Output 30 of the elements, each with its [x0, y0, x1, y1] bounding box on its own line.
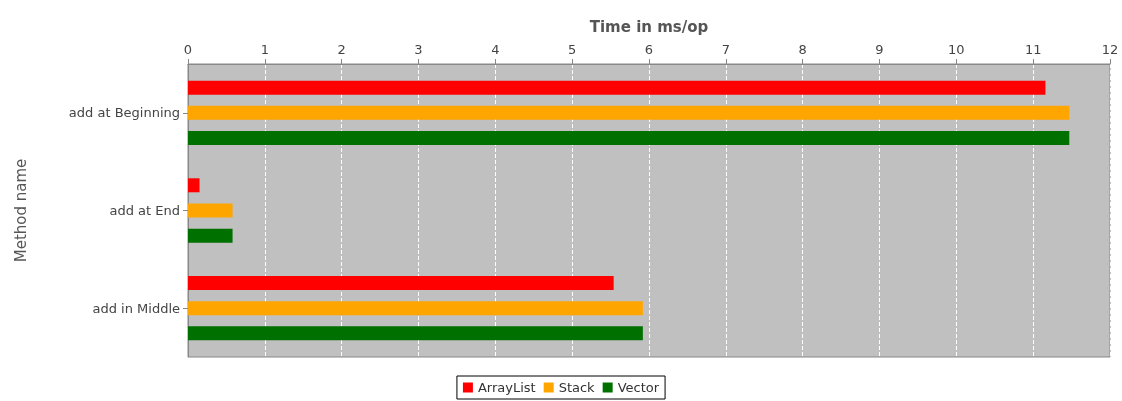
legend-label: ArrayList [477, 380, 536, 395]
x-tick-label: 2 [337, 42, 346, 57]
x-tick-label: 1 [260, 42, 269, 57]
x-tick-label: 7 [721, 42, 730, 57]
bar [188, 131, 1070, 146]
bar [188, 203, 233, 218]
bar [188, 326, 643, 341]
x-axis-title: Time in ms/op [589, 17, 709, 36]
x-tick-label: 10 [948, 42, 965, 57]
x-tick-label: 6 [644, 42, 654, 57]
y-tick-label: add at Beginning [68, 105, 180, 121]
legend-label: Vector [617, 380, 660, 395]
x-tick-label: 12 [1101, 42, 1119, 57]
bar [188, 105, 1070, 120]
y-tick-label: add in Middle [92, 300, 180, 316]
y-axis-title: Method name [11, 158, 30, 263]
y-tick-label: add at End [109, 203, 180, 218]
x-tick-label: 0 [183, 42, 193, 57]
bar [188, 275, 614, 290]
x-tick-label: 9 [875, 42, 884, 57]
x-tick-label: 5 [568, 42, 577, 57]
x-tick-label: 3 [414, 42, 423, 57]
bar [188, 80, 1046, 95]
x-tick-label: 8 [798, 42, 807, 57]
x-tick-label: 11 [1024, 42, 1042, 57]
bar [188, 178, 200, 193]
bar [188, 301, 643, 316]
x-tick-label: 4 [491, 42, 500, 57]
legend-label: Stack [558, 380, 596, 395]
bar [188, 228, 233, 243]
